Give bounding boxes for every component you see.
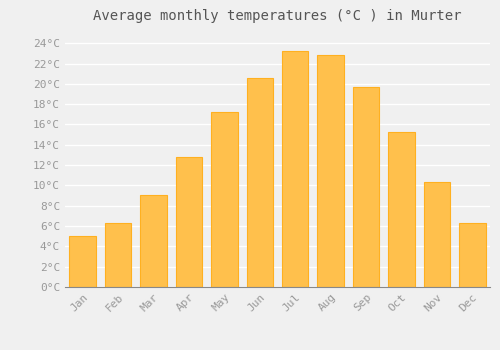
Bar	[424, 182, 450, 287]
Bar	[282, 51, 308, 287]
Bar	[140, 195, 167, 287]
Bar	[105, 223, 132, 287]
Bar	[459, 223, 485, 287]
Title: Average monthly temperatures (°C ) in Murter: Average monthly temperatures (°C ) in Mu…	[93, 9, 462, 23]
Bar	[388, 132, 414, 287]
Bar	[318, 55, 344, 287]
Bar	[176, 157, 202, 287]
Bar	[211, 112, 238, 287]
Bar	[70, 236, 96, 287]
Bar	[246, 78, 273, 287]
Bar	[353, 87, 380, 287]
